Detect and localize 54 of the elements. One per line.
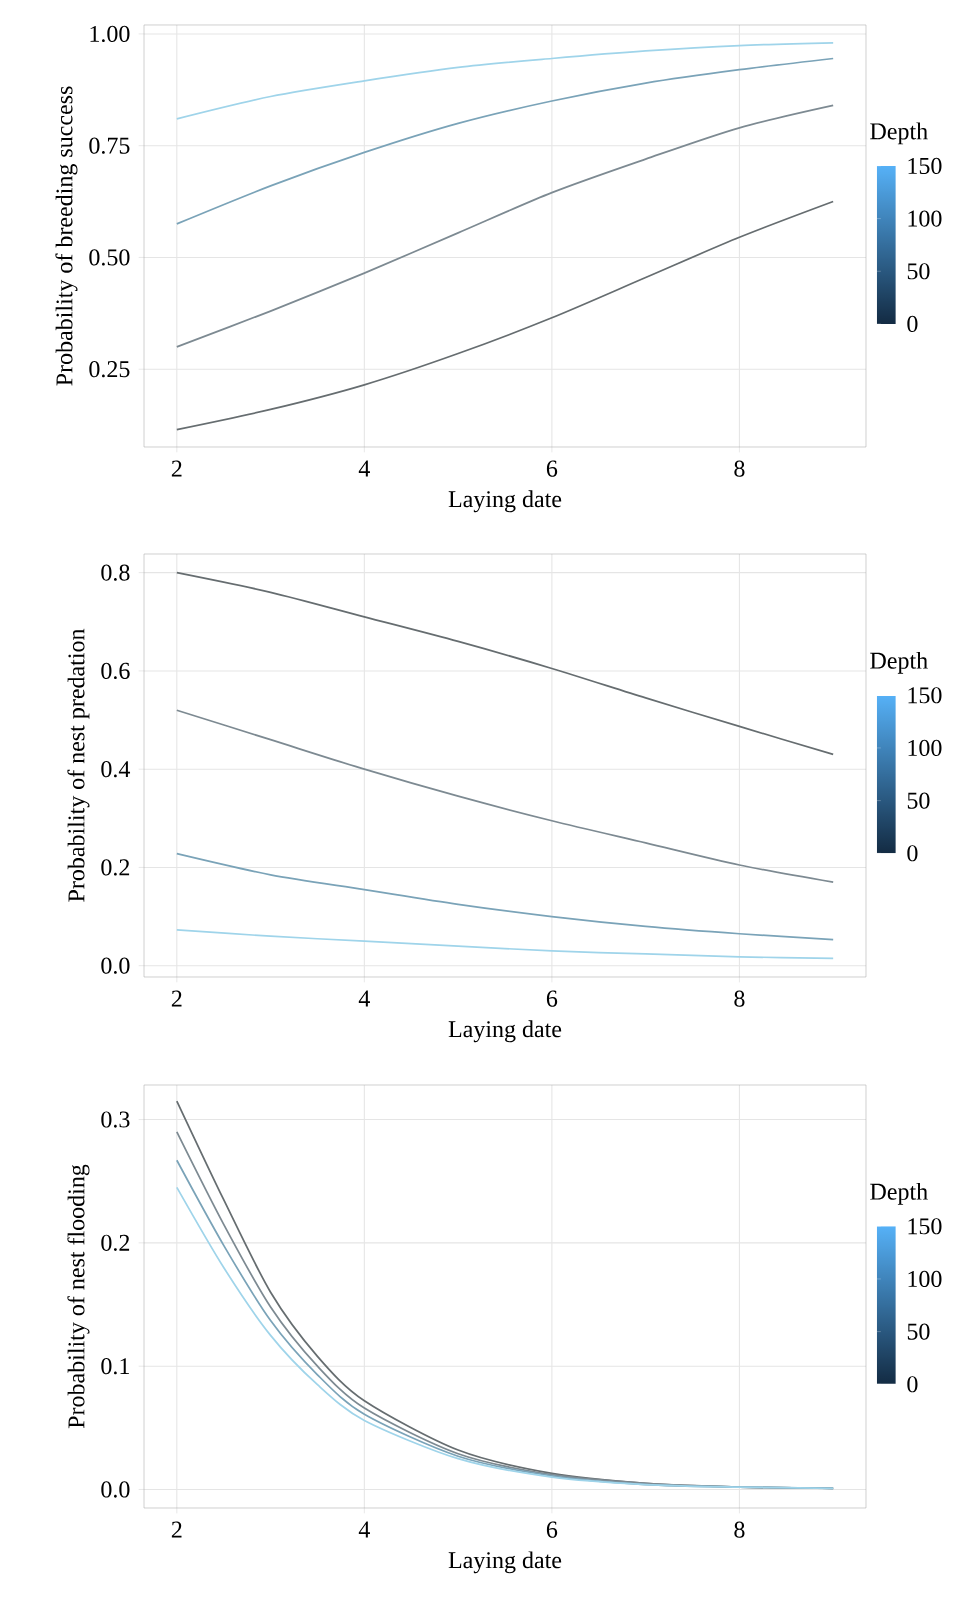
line-series	[175, 104, 835, 348]
x-tick-label: 6	[546, 460, 558, 477]
color-bar-label: 0	[907, 315, 918, 333]
line-series	[175, 57, 835, 225]
legend-title: Depth	[870, 1182, 928, 1205]
line-series	[175, 41, 835, 120]
y-tick-label: 0.6	[101, 662, 130, 680]
legend-title: Depth	[870, 122, 928, 145]
line-series	[175, 852, 835, 941]
y-tick-label: 0.3	[101, 1111, 130, 1128]
x-tick-label: 2	[171, 990, 182, 1007]
x-tick-label: 8	[734, 990, 745, 1007]
color-bar-label: 150	[908, 1218, 942, 1235]
color-bar-label: 150	[908, 157, 942, 175]
color-bar-label: 150	[908, 687, 942, 704]
line-series	[175, 571, 835, 756]
x-tick-label: 4	[358, 990, 370, 1007]
legend-title: Depth	[870, 651, 928, 674]
color-bar-label: 50	[907, 792, 930, 809]
x-tick-label: 8	[734, 460, 745, 477]
x-tick-label: 4	[358, 460, 370, 477]
y-tick-label: 0.25	[89, 361, 130, 378]
x-axis-title: Laying date	[448, 490, 562, 513]
x-tick-label: 4	[358, 1521, 370, 1538]
y-tick-label: 0.1	[101, 1358, 129, 1375]
x-tick-label: 2	[171, 1521, 182, 1538]
color-bar-label: 50	[907, 1323, 930, 1340]
y-axis-title: Probability of nest predation	[67, 628, 90, 902]
y-tick-label: 0.0	[101, 1481, 130, 1498]
y-tick-label: 0.0	[101, 957, 130, 974]
color-bar-label: 100	[908, 210, 942, 227]
y-tick-label: 0.2	[101, 1234, 130, 1251]
x-tick-label: 2	[171, 460, 182, 477]
y-tick-label: 0.2	[101, 859, 130, 876]
y-axis-title: Probability of breeding success	[55, 86, 78, 386]
color-bar-label: 0	[907, 1376, 918, 1393]
color-bar-label: 100	[908, 1270, 942, 1288]
y-tick-label: 0.8	[101, 564, 130, 581]
line-series	[175, 200, 835, 431]
line-series	[175, 709, 835, 884]
y-tick-label: 0.75	[89, 137, 130, 154]
line-series	[175, 928, 835, 960]
y-tick-label: 0.50	[89, 249, 130, 266]
y-tick-label: 1.00	[90, 25, 130, 43]
x-tick-label: 6	[546, 1521, 558, 1538]
color-bar-label: 50	[907, 263, 930, 280]
color-bar-label: 100	[908, 739, 942, 757]
color-bar-label: 0	[907, 845, 918, 862]
y-tick-label: 0.4	[101, 761, 131, 778]
x-tick-label: 6	[546, 990, 558, 1007]
x-axis-title: Laying date	[448, 1551, 562, 1574]
x-tick-label: 8	[734, 1521, 745, 1538]
x-axis-title: Laying date	[448, 1020, 562, 1043]
y-axis-title: Probability of nest flooding	[67, 1164, 90, 1429]
